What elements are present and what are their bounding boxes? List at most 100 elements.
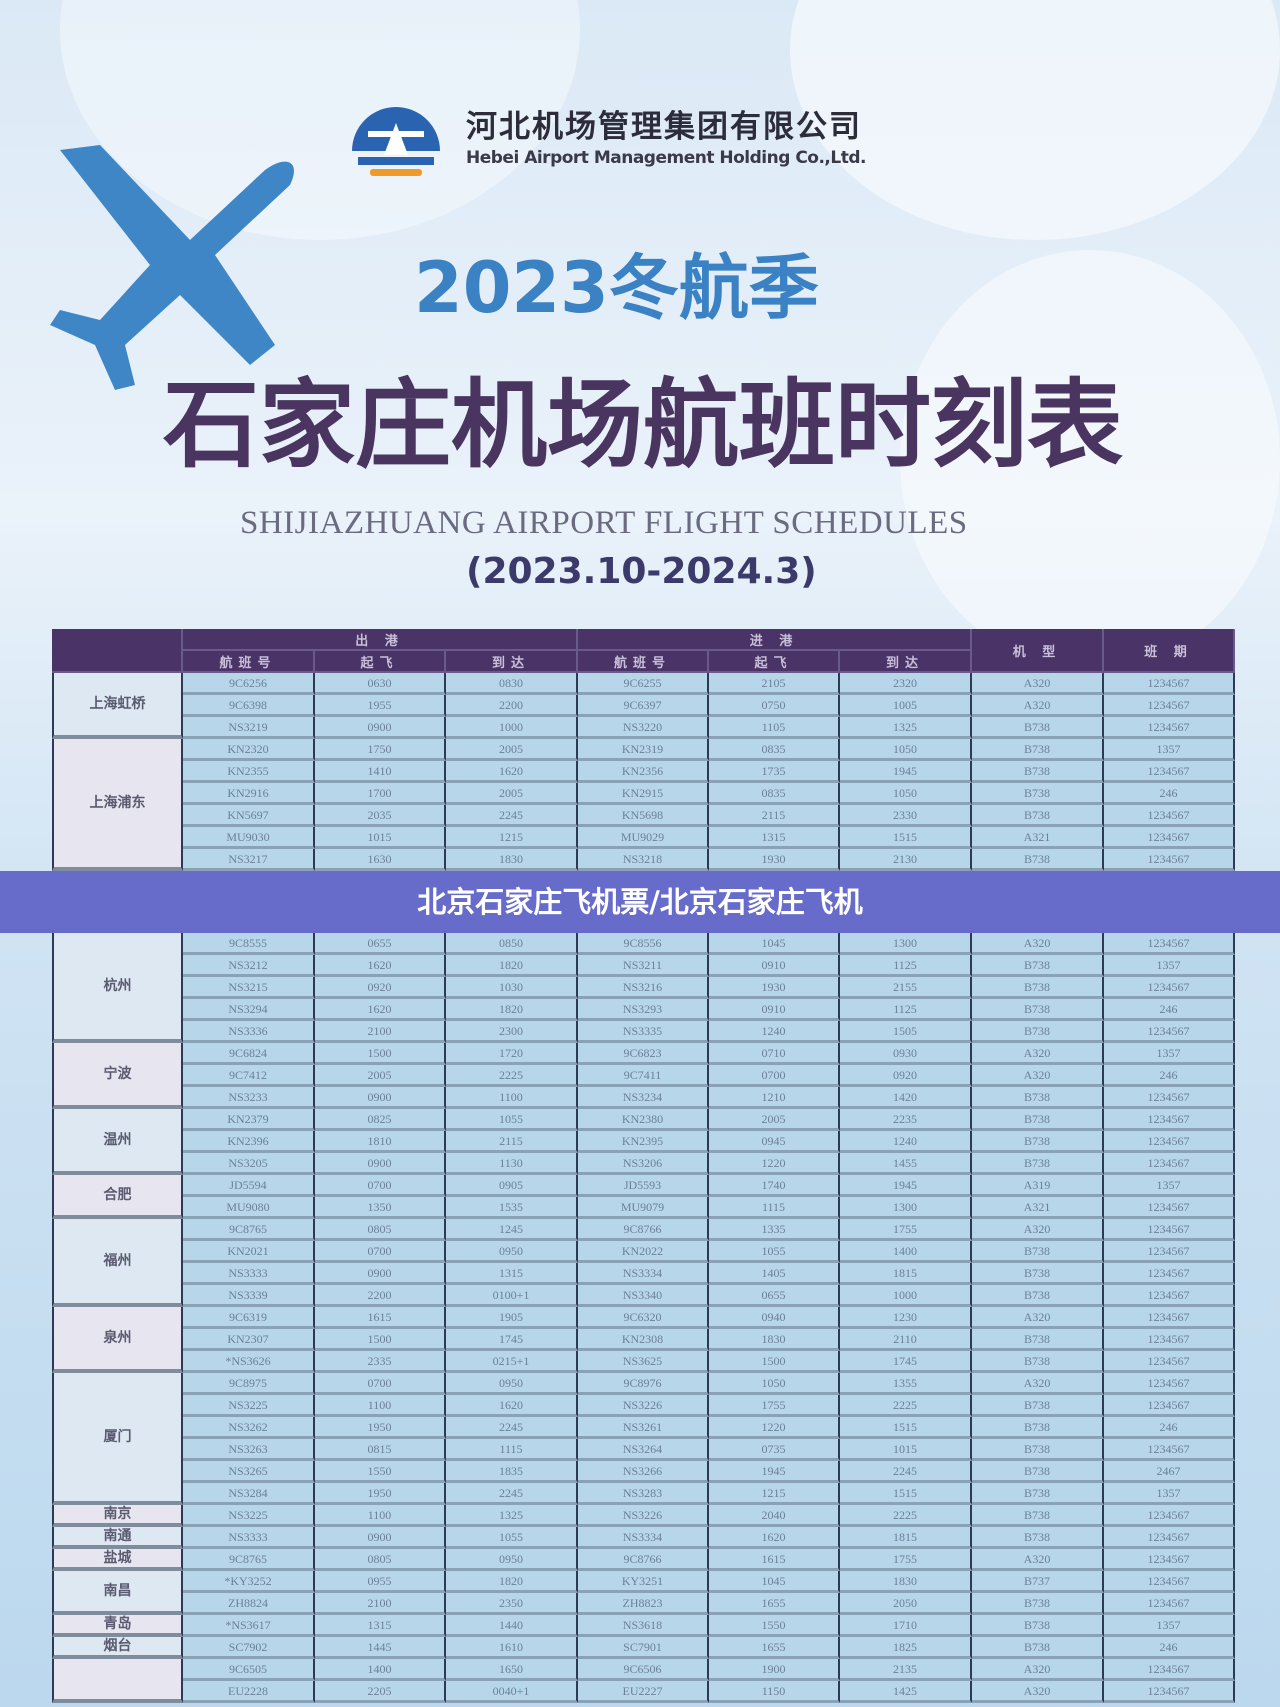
out-flight-cell: EU2228 [183,1681,315,1703]
out-dep-cell: 0700 [315,1241,446,1263]
out-dep-cell: 1700 [315,783,446,805]
out-arr-cell: 1610 [446,1637,578,1659]
out-flight-cell: *NS3617 [183,1615,315,1637]
in-flight-cell: NS3293 [578,999,709,1021]
days-cell: 1357 [1104,955,1235,977]
out-dep-cell: 1315 [315,1615,446,1637]
out-flight-cell: KN2379 [183,1109,315,1131]
out-arr-cell: 0850 [446,933,578,955]
out-dep-cell: 1950 [315,1483,446,1505]
in-arr-cell: 2155 [840,977,972,999]
schedule-period: (2023.10-2024.3) [466,551,817,592]
header-col: 航班号 [183,651,315,673]
days-cell: 1234567 [1104,1351,1235,1373]
in-flight-cell: KN2395 [578,1131,709,1153]
in-flight-cell: SC7901 [578,1637,709,1659]
in-arr-cell: 0920 [840,1065,972,1087]
aircraft-cell: A319 [972,1175,1104,1197]
out-dep-cell: 1015 [315,827,446,849]
in-flight-cell: NS3266 [578,1461,709,1483]
out-arr-cell: 0215+1 [446,1351,578,1373]
aircraft-cell: B738 [972,1087,1104,1109]
out-flight-cell: JD5594 [183,1175,315,1197]
days-cell: 1234567 [1104,805,1235,827]
out-dep-cell: 1950 [315,1417,446,1439]
out-flight-cell: 9C8975 [183,1373,315,1395]
in-flight-cell: NS3618 [578,1615,709,1637]
aircraft-cell: A320 [972,1043,1104,1065]
in-arr-cell: 1355 [840,1373,972,1395]
out-dep-cell: 0955 [315,1571,446,1593]
city-cell: 南昌 [52,1571,183,1615]
out-arr-cell: 1055 [446,1109,578,1131]
aircraft-cell: A320 [972,1681,1104,1703]
in-dep-cell: 0910 [709,999,840,1021]
in-arr-cell: 1825 [840,1637,972,1659]
in-dep-cell: 1550 [709,1615,840,1637]
in-flight-cell: KN2915 [578,783,709,805]
city-cell: 上海虹桥 [52,673,183,739]
out-dep-cell: 1810 [315,1131,446,1153]
aircraft-cell: B738 [972,739,1104,761]
days-cell: 1357 [1104,739,1235,761]
out-arr-cell: 1835 [446,1461,578,1483]
in-flight-cell: NS3264 [578,1439,709,1461]
in-arr-cell: 1505 [840,1021,972,1043]
aircraft-cell: A320 [972,1065,1104,1087]
city-cell: 杭州 [52,933,183,1043]
out-dep-cell: 0920 [315,977,446,999]
in-dep-cell: 1830 [709,1329,840,1351]
aircraft-cell: B738 [972,1109,1104,1131]
aircraft-cell: A321 [972,827,1104,849]
out-dep-cell: 1100 [315,1395,446,1417]
aircraft-cell: B738 [972,1483,1104,1505]
aircraft-cell: B738 [972,1241,1104,1263]
in-arr-cell: 2135 [840,1659,972,1681]
out-flight-cell: NS3205 [183,1153,315,1175]
out-arr-cell: 1650 [446,1659,578,1681]
out-arr-cell: 1535 [446,1197,578,1219]
aircraft-cell: B738 [972,1615,1104,1637]
out-dep-cell: 0900 [315,717,446,739]
out-dep-cell: 2200 [315,1285,446,1307]
days-cell: 1234567 [1104,1285,1235,1307]
aircraft-cell: B738 [972,783,1104,805]
out-flight-cell: NS3294 [183,999,315,1021]
in-dep-cell: 0835 [709,739,840,761]
in-arr-cell: 2320 [840,673,972,695]
days-cell: 1234567 [1104,827,1235,849]
airplane-icon [50,145,294,390]
in-dep-cell: 1500 [709,1351,840,1373]
header-col: 起飞 [709,651,840,673]
in-flight-cell: NS3226 [578,1395,709,1417]
out-flight-cell: NS3336 [183,1021,315,1043]
in-flight-cell: KN2380 [578,1109,709,1131]
aircraft-cell: B738 [972,1153,1104,1175]
city-cell: 南京 [52,1505,183,1527]
in-arr-cell: 1050 [840,739,972,761]
out-arr-cell: 1745 [446,1329,578,1351]
in-flight-cell: NS3220 [578,717,709,739]
in-dep-cell: 1220 [709,1417,840,1439]
out-arr-cell: 0950 [446,1549,578,1571]
out-arr-cell: 1115 [446,1439,578,1461]
days-cell: 1234567 [1104,977,1235,999]
out-flight-cell: 9C7412 [183,1065,315,1087]
in-flight-cell: 9C6397 [578,695,709,717]
out-flight-cell: 9C6319 [183,1307,315,1329]
header-arrivals: 进 港 [578,629,972,651]
aircraft-cell: B738 [972,717,1104,739]
days-cell: 1234567 [1104,1087,1235,1109]
in-flight-cell: NS3216 [578,977,709,999]
in-dep-cell: 1620 [709,1527,840,1549]
page-subtitle: SHIJIAZHUANG AIRPORT FLIGHT SCHEDULES [240,505,968,541]
in-flight-cell: KN2022 [578,1241,709,1263]
in-flight-cell: KN2308 [578,1329,709,1351]
days-cell: 1234567 [1104,1329,1235,1351]
in-flight-cell: 9C8766 [578,1219,709,1241]
in-flight-cell: KN2356 [578,761,709,783]
out-arr-cell: 2300 [446,1021,578,1043]
out-flight-cell: NS3262 [183,1417,315,1439]
in-flight-cell: NS3226 [578,1505,709,1527]
aircraft-cell: B738 [972,1637,1104,1659]
